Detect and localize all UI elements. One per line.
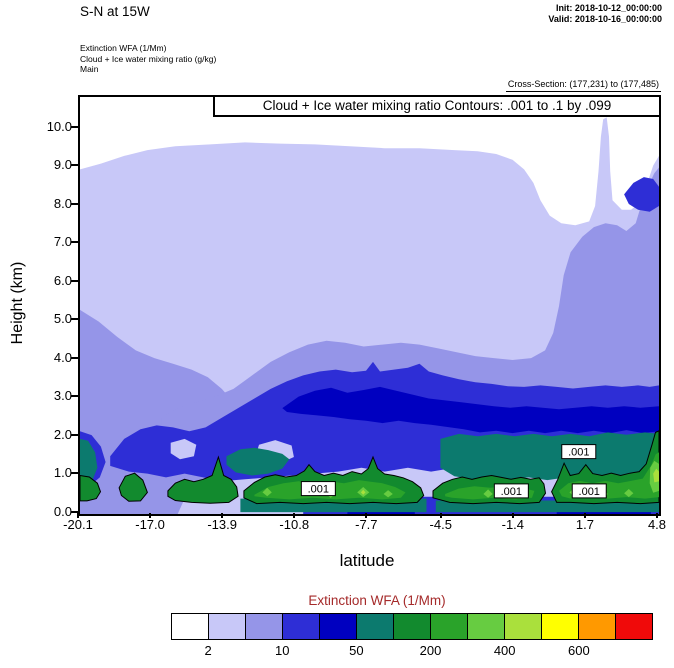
svg-text:.001: .001 <box>501 486 522 498</box>
y-tick-mark <box>71 395 78 398</box>
y-tick-mark <box>71 164 78 167</box>
valid-time-text: Valid: 2018-10-16_00:00:00 <box>548 14 662 24</box>
y-tick-label: 0.0 <box>53 504 72 519</box>
fill-bright-spot-9 <box>624 489 634 498</box>
colorbar-cell-10 <box>540 613 580 640</box>
x-tick-mark <box>77 513 79 518</box>
page-title: S-N at 15W <box>80 4 150 19</box>
colorbar-cell-3 <box>281 613 321 640</box>
colorbar-cell-4 <box>318 613 358 640</box>
contour-info-box: Cloud + Ice water mixing ratio Contours:… <box>213 97 659 117</box>
fill-brightest-spot-3 <box>653 468 659 483</box>
y-tick-mark <box>71 241 78 244</box>
product-line-extinction: Extinction WFA (1/Mm) <box>80 43 167 53</box>
colorbar-cell-0 <box>171 613 210 640</box>
x-tick-label: -7.7 <box>355 517 378 532</box>
x-tick-label: -17.0 <box>135 517 165 532</box>
svg-text:.001: .001 <box>308 484 329 496</box>
model-times: Init: 2018-10-12_00:00:00 Valid: 2018-10… <box>548 3 662 25</box>
fill-teal-mid-left <box>226 447 290 476</box>
colorbar-cell-1 <box>207 613 247 640</box>
fill-green-seg-3 <box>167 455 239 504</box>
fill-bright-spot-1 <box>262 487 272 497</box>
contour-label: .001 <box>300 481 336 497</box>
x-tick-label: -1.4 <box>501 517 525 532</box>
y-tick-mark <box>71 472 78 475</box>
x-tick-mark <box>221 513 224 518</box>
x-tick-mark <box>511 513 514 518</box>
y-tick-label: 7.0 <box>53 234 72 250</box>
y-tick-label: 10.0 <box>46 118 72 134</box>
fill-bright-spot-5 <box>483 489 493 498</box>
colorbar-tick-label: 50 <box>349 643 364 658</box>
x-tick-label: -10.8 <box>279 517 310 532</box>
fill-blue-top-right-patch <box>624 177 659 212</box>
x-tick-label: -4.5 <box>429 517 452 532</box>
fill-green-seg-1 <box>80 474 102 502</box>
y-tick-mark <box>71 318 78 321</box>
colorbar-cell-12 <box>614 613 654 640</box>
colorbar-cell-2 <box>244 613 284 640</box>
fill-bright-spot-4 <box>383 490 393 498</box>
svg-text:.001: .001 <box>568 447 589 459</box>
y-tick-mark <box>71 125 78 128</box>
y-tick-mark <box>71 433 78 436</box>
y-tick-label: 1.0 <box>53 465 72 481</box>
svg-text:.001: .001 <box>579 486 600 498</box>
colorbar-tick-label: 600 <box>567 643 590 658</box>
init-time-text: Init: 2018-10-12_00:00:00 <box>555 3 662 13</box>
colorbar <box>171 613 654 640</box>
contour-plot-canvas: .001 .001 .001 .001 <box>80 117 659 514</box>
product-description: Extinction WFA (1/Mm) Cloud + Ice water … <box>80 43 216 75</box>
colorbar-title: Extinction WFA (1/Mm) <box>308 593 446 608</box>
x-tick-mark <box>293 513 296 518</box>
product-line-domain: Main <box>80 64 99 74</box>
colorbar-cell-9 <box>503 613 543 640</box>
colorbar-cell-8 <box>466 613 506 640</box>
colorbar-cell-11 <box>577 613 617 640</box>
colorbar-cell-6 <box>392 613 432 640</box>
x-tick-mark <box>439 513 442 518</box>
x-tick-mark <box>656 513 658 518</box>
colorbar-tick-label: 400 <box>493 643 516 658</box>
contour-label: .001 <box>561 444 597 460</box>
colorbar-tick-label: 10 <box>274 643 290 658</box>
colorbar-cell-7 <box>429 613 469 640</box>
x-tick-mark <box>149 513 152 518</box>
colorbar-tick-label: 200 <box>419 643 442 658</box>
x-tick-mark <box>365 513 368 518</box>
x-tick-label: -20.1 <box>63 517 93 532</box>
y-tick-label: 3.0 <box>53 388 72 404</box>
x-tick-mark <box>583 513 586 518</box>
x-tick-label: 1.7 <box>575 517 594 532</box>
fill-lavender-pocket-2 <box>170 438 197 460</box>
x-tick-label: 4.8 <box>647 517 667 532</box>
y-tick-mark <box>71 279 78 282</box>
plot-area: .001 .001 .001 .001 Cloud + Ice water mixin… <box>78 95 661 516</box>
x-tick-label: -13.9 <box>207 517 237 532</box>
x-axis-label: latitude <box>339 551 395 570</box>
fill-teal-left-edge <box>80 438 98 486</box>
y-tick-mark <box>71 202 78 205</box>
y-tick-label: 9.0 <box>53 157 72 173</box>
colorbar-cell-5 <box>355 613 395 640</box>
y-axis-label: Height (km) <box>9 261 26 345</box>
y-tick-label: 6.0 <box>53 272 72 288</box>
contour-label: .001 <box>493 483 529 499</box>
contour-label: .001 <box>571 483 607 499</box>
colorbar-tick-label: 2 <box>204 643 212 658</box>
fill-brightest-spot-1 <box>360 489 366 495</box>
y-tick-mark <box>71 511 78 513</box>
y-tick-label: 2.0 <box>53 426 72 442</box>
y-tick-label: 8.0 <box>53 195 72 211</box>
fill-teal-band-right <box>440 432 659 482</box>
y-tick-label: 4.0 <box>53 349 72 365</box>
fill-green-seg-2 <box>118 472 148 502</box>
y-tick-label: 5.0 <box>53 311 72 327</box>
cross-section-coordinates: Cross-Section: (177,231) to (177,485) <box>505 79 661 92</box>
product-line-mixing-ratio: Cloud + Ice water mixing ratio (g/kg) <box>80 53 217 64</box>
fill-darkblue-ribbon <box>282 386 659 434</box>
y-tick-mark <box>71 356 78 359</box>
